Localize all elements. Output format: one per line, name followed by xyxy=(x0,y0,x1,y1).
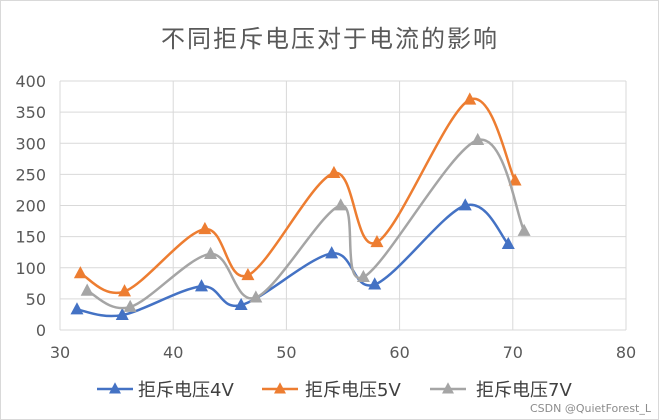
data-point xyxy=(234,297,248,311)
axis-ticks: 0 50 100 150 200 250 300 350 400 30 40 50 60 70 80 xyxy=(15,72,636,362)
legend-item-1: 拒斥电压4V xyxy=(97,380,234,401)
data-point xyxy=(334,198,348,211)
data-point xyxy=(70,302,84,315)
series-line xyxy=(79,97,517,295)
watermark: CSDN @QuietForest_L xyxy=(530,402,652,415)
data-point xyxy=(517,223,531,236)
data-point xyxy=(241,267,255,281)
data-point xyxy=(73,266,87,279)
series-line xyxy=(76,203,510,318)
data-point xyxy=(80,283,94,296)
legend: 拒斥电压4V 拒斥电压5V 拒斥电压7V xyxy=(97,380,572,401)
series-3 xyxy=(80,132,531,312)
legend-marker xyxy=(274,382,286,394)
data-point xyxy=(249,290,263,303)
data-point xyxy=(327,165,341,179)
legend-label: 拒斥电压7V xyxy=(476,380,572,401)
data-point xyxy=(501,236,515,250)
data-point xyxy=(368,277,382,290)
legend-label: 拒斥电压5V xyxy=(305,380,401,401)
data-point xyxy=(195,279,208,292)
y-tick-label: 200 xyxy=(15,197,46,216)
y-tick-label: 250 xyxy=(15,165,46,184)
legend-item-2: 拒斥电压5V xyxy=(262,380,401,401)
x-tick-label: 80 xyxy=(616,343,636,362)
data-point xyxy=(370,234,384,248)
y-tick-label: 300 xyxy=(15,134,46,153)
legend-marker xyxy=(442,382,454,394)
data-point xyxy=(204,246,218,259)
legend-label: 拒斥电压4V xyxy=(138,380,234,401)
data-point xyxy=(458,198,472,211)
legend-marker xyxy=(109,382,121,394)
data-point xyxy=(123,299,137,312)
data-point xyxy=(356,269,370,283)
data-point xyxy=(508,173,522,186)
series-2 xyxy=(73,92,522,297)
data-point xyxy=(471,132,485,146)
y-tick-label: 350 xyxy=(15,103,46,122)
data-point xyxy=(115,307,129,320)
y-tick-label: 400 xyxy=(15,72,46,91)
y-tick-label: 0 xyxy=(36,321,46,340)
series-1 xyxy=(70,198,515,320)
data-point xyxy=(325,246,339,259)
x-tick-label: 60 xyxy=(389,343,409,362)
x-tick-label: 40 xyxy=(163,343,183,362)
series-layer xyxy=(70,92,531,320)
y-tick-label: 100 xyxy=(15,259,46,278)
y-tick-label: 150 xyxy=(15,228,46,247)
x-tick-label: 50 xyxy=(276,343,296,362)
data-point xyxy=(463,92,477,105)
x-tick-label: 30 xyxy=(50,343,70,362)
x-tick-label: 70 xyxy=(503,343,523,362)
data-point xyxy=(198,221,212,235)
y-tick-label: 50 xyxy=(26,290,46,309)
data-point xyxy=(118,284,132,297)
legend-item-3: 拒斥电压7V xyxy=(430,380,572,401)
chart-title: 不同拒斥电压对于电流的影响 xyxy=(161,25,499,53)
